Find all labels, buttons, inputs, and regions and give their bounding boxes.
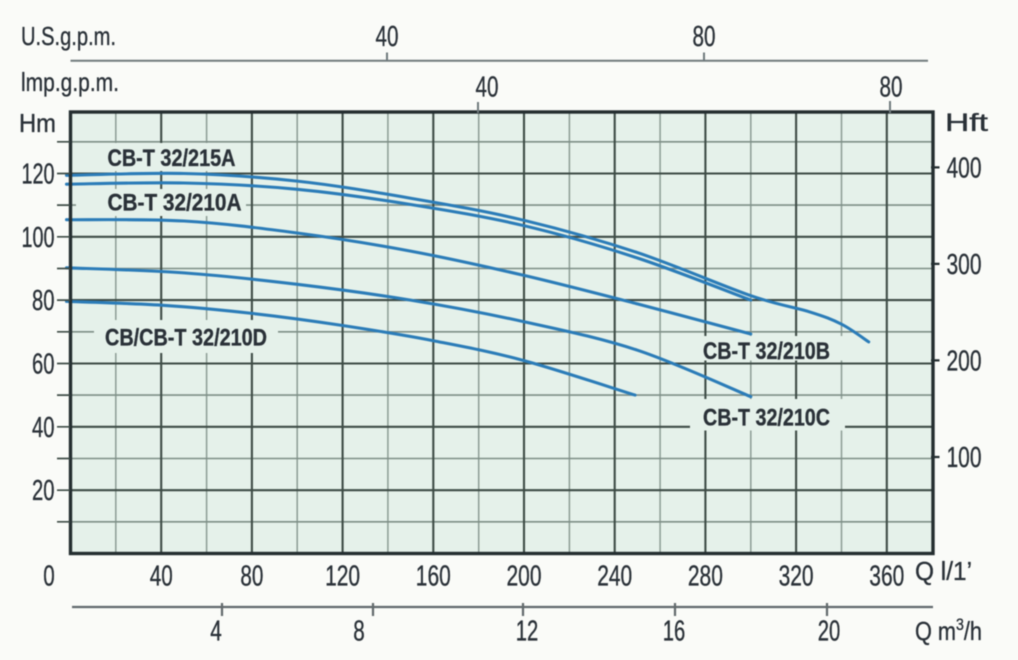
svg-text:16: 16 xyxy=(663,616,686,648)
svg-text:40: 40 xyxy=(476,72,499,104)
svg-text:CB-T 32/210B: CB-T 32/210B xyxy=(703,338,830,365)
svg-text:0: 0 xyxy=(43,561,55,593)
svg-text:80: 80 xyxy=(240,561,263,593)
svg-text:lmp.g.p.m.: lmp.g.p.m. xyxy=(21,67,119,97)
svg-text:CB-T 32/210A: CB-T 32/210A xyxy=(108,190,242,217)
svg-text:40: 40 xyxy=(150,561,173,593)
svg-text:Hft: Hft xyxy=(945,109,988,137)
svg-text:80: 80 xyxy=(32,285,55,317)
svg-text:120: 120 xyxy=(325,561,360,593)
svg-text:40: 40 xyxy=(32,412,55,444)
svg-text:100: 100 xyxy=(22,222,55,254)
svg-text:Hm: Hm xyxy=(19,108,56,138)
svg-text:400: 400 xyxy=(947,152,982,184)
svg-text:100: 100 xyxy=(947,442,982,474)
svg-text:60: 60 xyxy=(32,349,55,381)
svg-text:200: 200 xyxy=(947,345,982,377)
svg-text:40: 40 xyxy=(376,21,399,53)
svg-text:CB/CB-T 32/210D: CB/CB-T 32/210D xyxy=(105,324,267,351)
svg-text:4: 4 xyxy=(210,616,222,648)
svg-text:120: 120 xyxy=(22,159,55,191)
svg-text:320: 320 xyxy=(779,561,814,593)
svg-text:80: 80 xyxy=(880,72,903,104)
svg-text:240: 240 xyxy=(597,561,632,593)
svg-text:80: 80 xyxy=(693,21,716,53)
svg-text:20: 20 xyxy=(32,475,55,507)
svg-text:160: 160 xyxy=(416,561,451,593)
svg-text:20: 20 xyxy=(818,616,841,648)
svg-text:300: 300 xyxy=(947,249,982,281)
svg-text:U.S.g.p.m.: U.S.g.p.m. xyxy=(21,21,116,51)
svg-text:Q l/1’: Q l/1’ xyxy=(915,556,972,586)
svg-text:Q m3/h: Q m3/h xyxy=(915,615,982,646)
svg-text:200: 200 xyxy=(507,561,542,593)
svg-text:8: 8 xyxy=(353,616,365,648)
svg-text:CB-T 32/210C: CB-T 32/210C xyxy=(703,404,830,431)
svg-text:280: 280 xyxy=(688,561,723,593)
svg-text:12: 12 xyxy=(516,616,539,648)
svg-text:CB-T 32/215A: CB-T 32/215A xyxy=(108,145,236,172)
svg-text:360: 360 xyxy=(869,561,904,593)
